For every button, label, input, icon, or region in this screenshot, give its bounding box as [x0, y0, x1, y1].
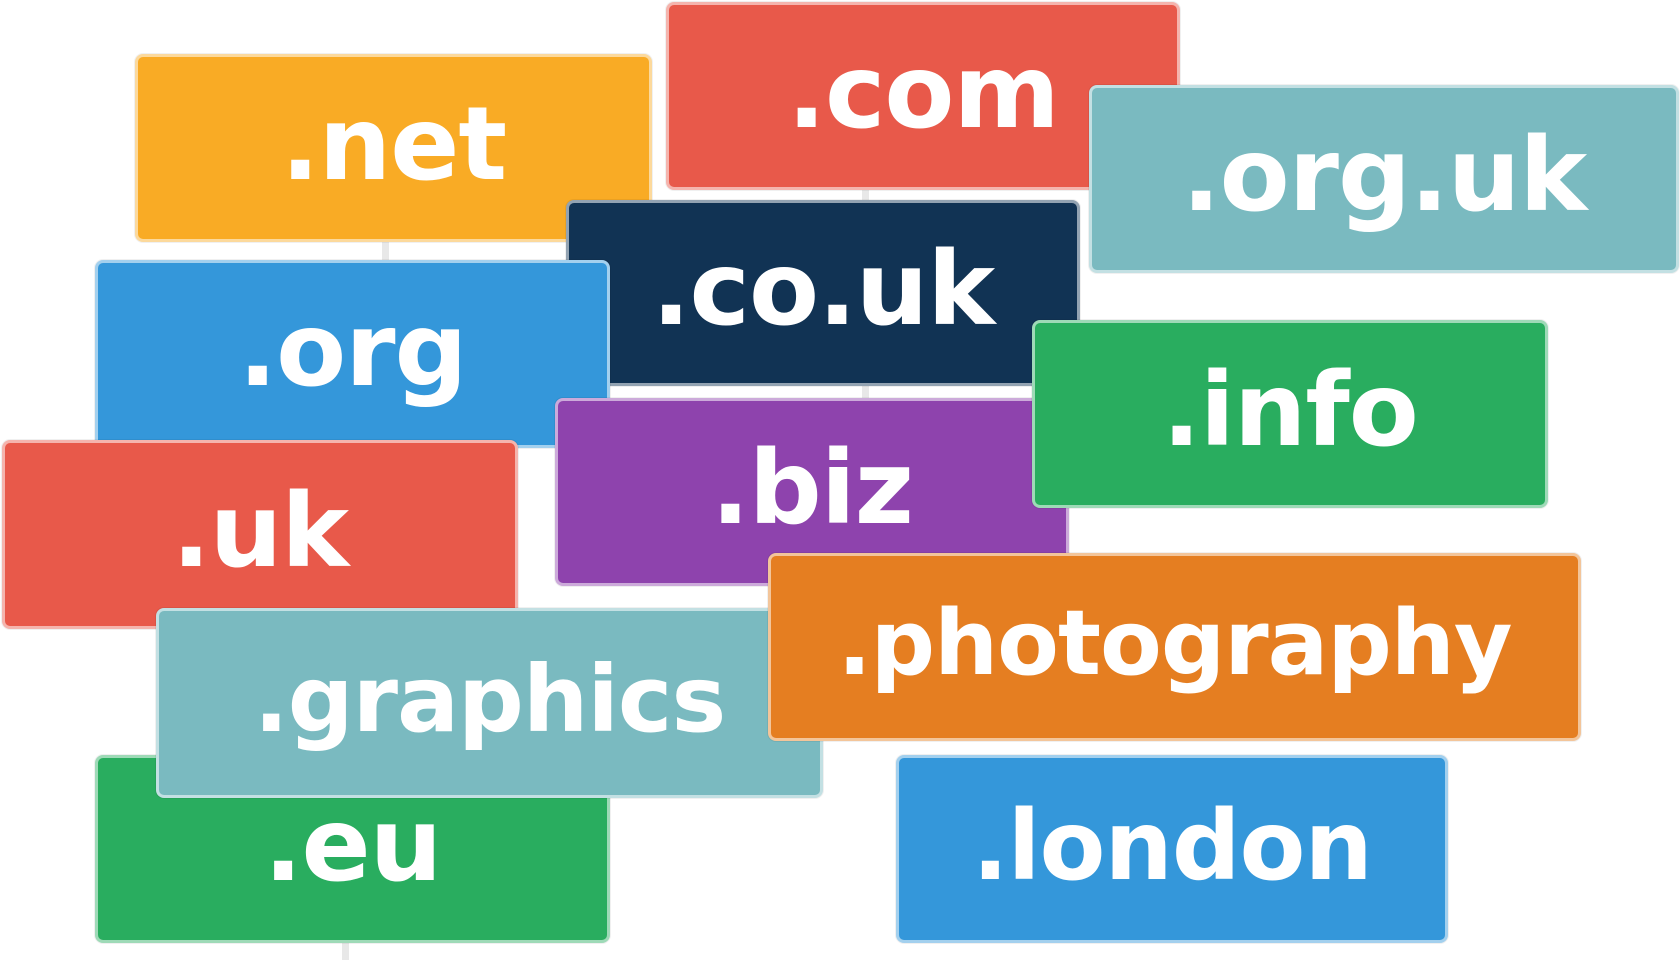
tag-info[interactable]: .info — [1032, 320, 1548, 508]
tag-label: .com — [787, 33, 1060, 152]
tag-net[interactable]: .net — [135, 54, 652, 242]
tag-photography[interactable]: .photography — [768, 553, 1581, 741]
tag-org-uk[interactable]: .org.uk — [1089, 85, 1679, 273]
tag-uk[interactable]: .uk — [2, 440, 518, 629]
tag-label: .org.uk — [1181, 116, 1587, 235]
stem — [382, 225, 389, 260]
tag-co-uk[interactable]: .co.uk — [566, 200, 1080, 386]
tag-label: .org — [238, 291, 467, 410]
tag-org[interactable]: .org — [95, 260, 610, 448]
stem — [862, 380, 869, 400]
tag-london[interactable]: .london — [896, 755, 1448, 943]
tag-label: .london — [972, 790, 1373, 902]
tag-label: .uk — [171, 471, 349, 591]
tag-label: .co.uk — [651, 230, 995, 349]
tag-graphics[interactable]: .graphics — [156, 608, 823, 798]
stem — [342, 930, 349, 960]
stem — [862, 175, 869, 205]
tag-label: .photography — [837, 591, 1512, 696]
tag-label: .graphics — [253, 646, 726, 753]
tag-label: .info — [1162, 351, 1419, 470]
tag-label: .biz — [710, 429, 914, 548]
tag-label: .eu — [263, 786, 443, 905]
tag-label: .net — [280, 85, 507, 204]
